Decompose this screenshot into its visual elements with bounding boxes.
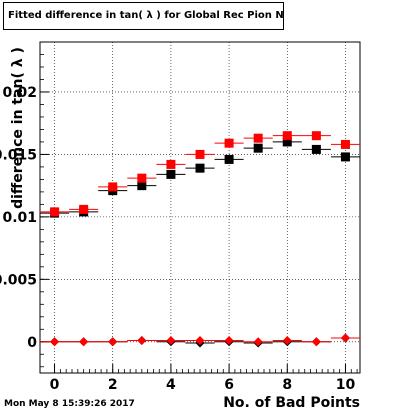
- data-point: [311, 144, 321, 154]
- y-tick-label: 0.005: [0, 272, 37, 288]
- data-markers: [40, 131, 360, 348]
- data-point: [282, 336, 292, 346]
- data-point: [340, 333, 350, 343]
- data-point: [79, 204, 89, 214]
- x-tick-label: 8: [282, 377, 292, 393]
- data-point: [137, 181, 147, 191]
- data-point: [137, 173, 147, 183]
- x-tick-label: 2: [108, 377, 118, 393]
- data-point: [340, 152, 350, 162]
- data-point: [253, 337, 263, 347]
- data-point: [166, 159, 176, 169]
- data-point: [311, 337, 321, 347]
- chart-title: Fitted difference in tan( λ ) for Global…: [3, 2, 284, 30]
- data-point: [195, 163, 205, 173]
- data-point: [224, 138, 234, 148]
- data-point: [195, 149, 205, 159]
- x-tick-label: 6: [224, 377, 234, 393]
- data-point: [282, 131, 292, 141]
- x-tick-label: 4: [166, 377, 176, 393]
- data-point: [224, 336, 234, 346]
- data-point: [195, 336, 205, 346]
- data-point: [166, 169, 176, 179]
- data-point: [50, 337, 60, 347]
- data-point: [137, 336, 147, 346]
- data-point: [79, 337, 89, 347]
- y-tick-label: 0.02: [2, 85, 37, 101]
- y-tick-label: 0: [27, 335, 37, 351]
- y-tick-label: 0.015: [0, 147, 37, 163]
- data-point: [253, 143, 263, 153]
- data-point: [224, 154, 234, 164]
- x-axis-title: No. of Bad Points: [223, 395, 360, 411]
- data-point: [108, 182, 118, 192]
- data-point: [282, 137, 292, 147]
- x-tick-label: 0: [50, 377, 60, 393]
- series-3: [40, 333, 360, 347]
- data-point: [253, 133, 263, 143]
- data-point: [311, 131, 321, 141]
- x-tick-label: 10: [336, 377, 356, 393]
- axis-ticks: 0 2 4 6 8 10 0 0.005 0.01 0.015 0.02: [0, 54, 358, 393]
- data-point: [340, 139, 350, 149]
- data-point: [50, 207, 60, 217]
- y-tick-label: 0.01: [2, 210, 37, 226]
- data-point: [108, 337, 118, 347]
- timestamp: Mon May 8 15:39:26 2017: [4, 399, 135, 409]
- series-1: [40, 131, 360, 217]
- data-point: [166, 336, 176, 346]
